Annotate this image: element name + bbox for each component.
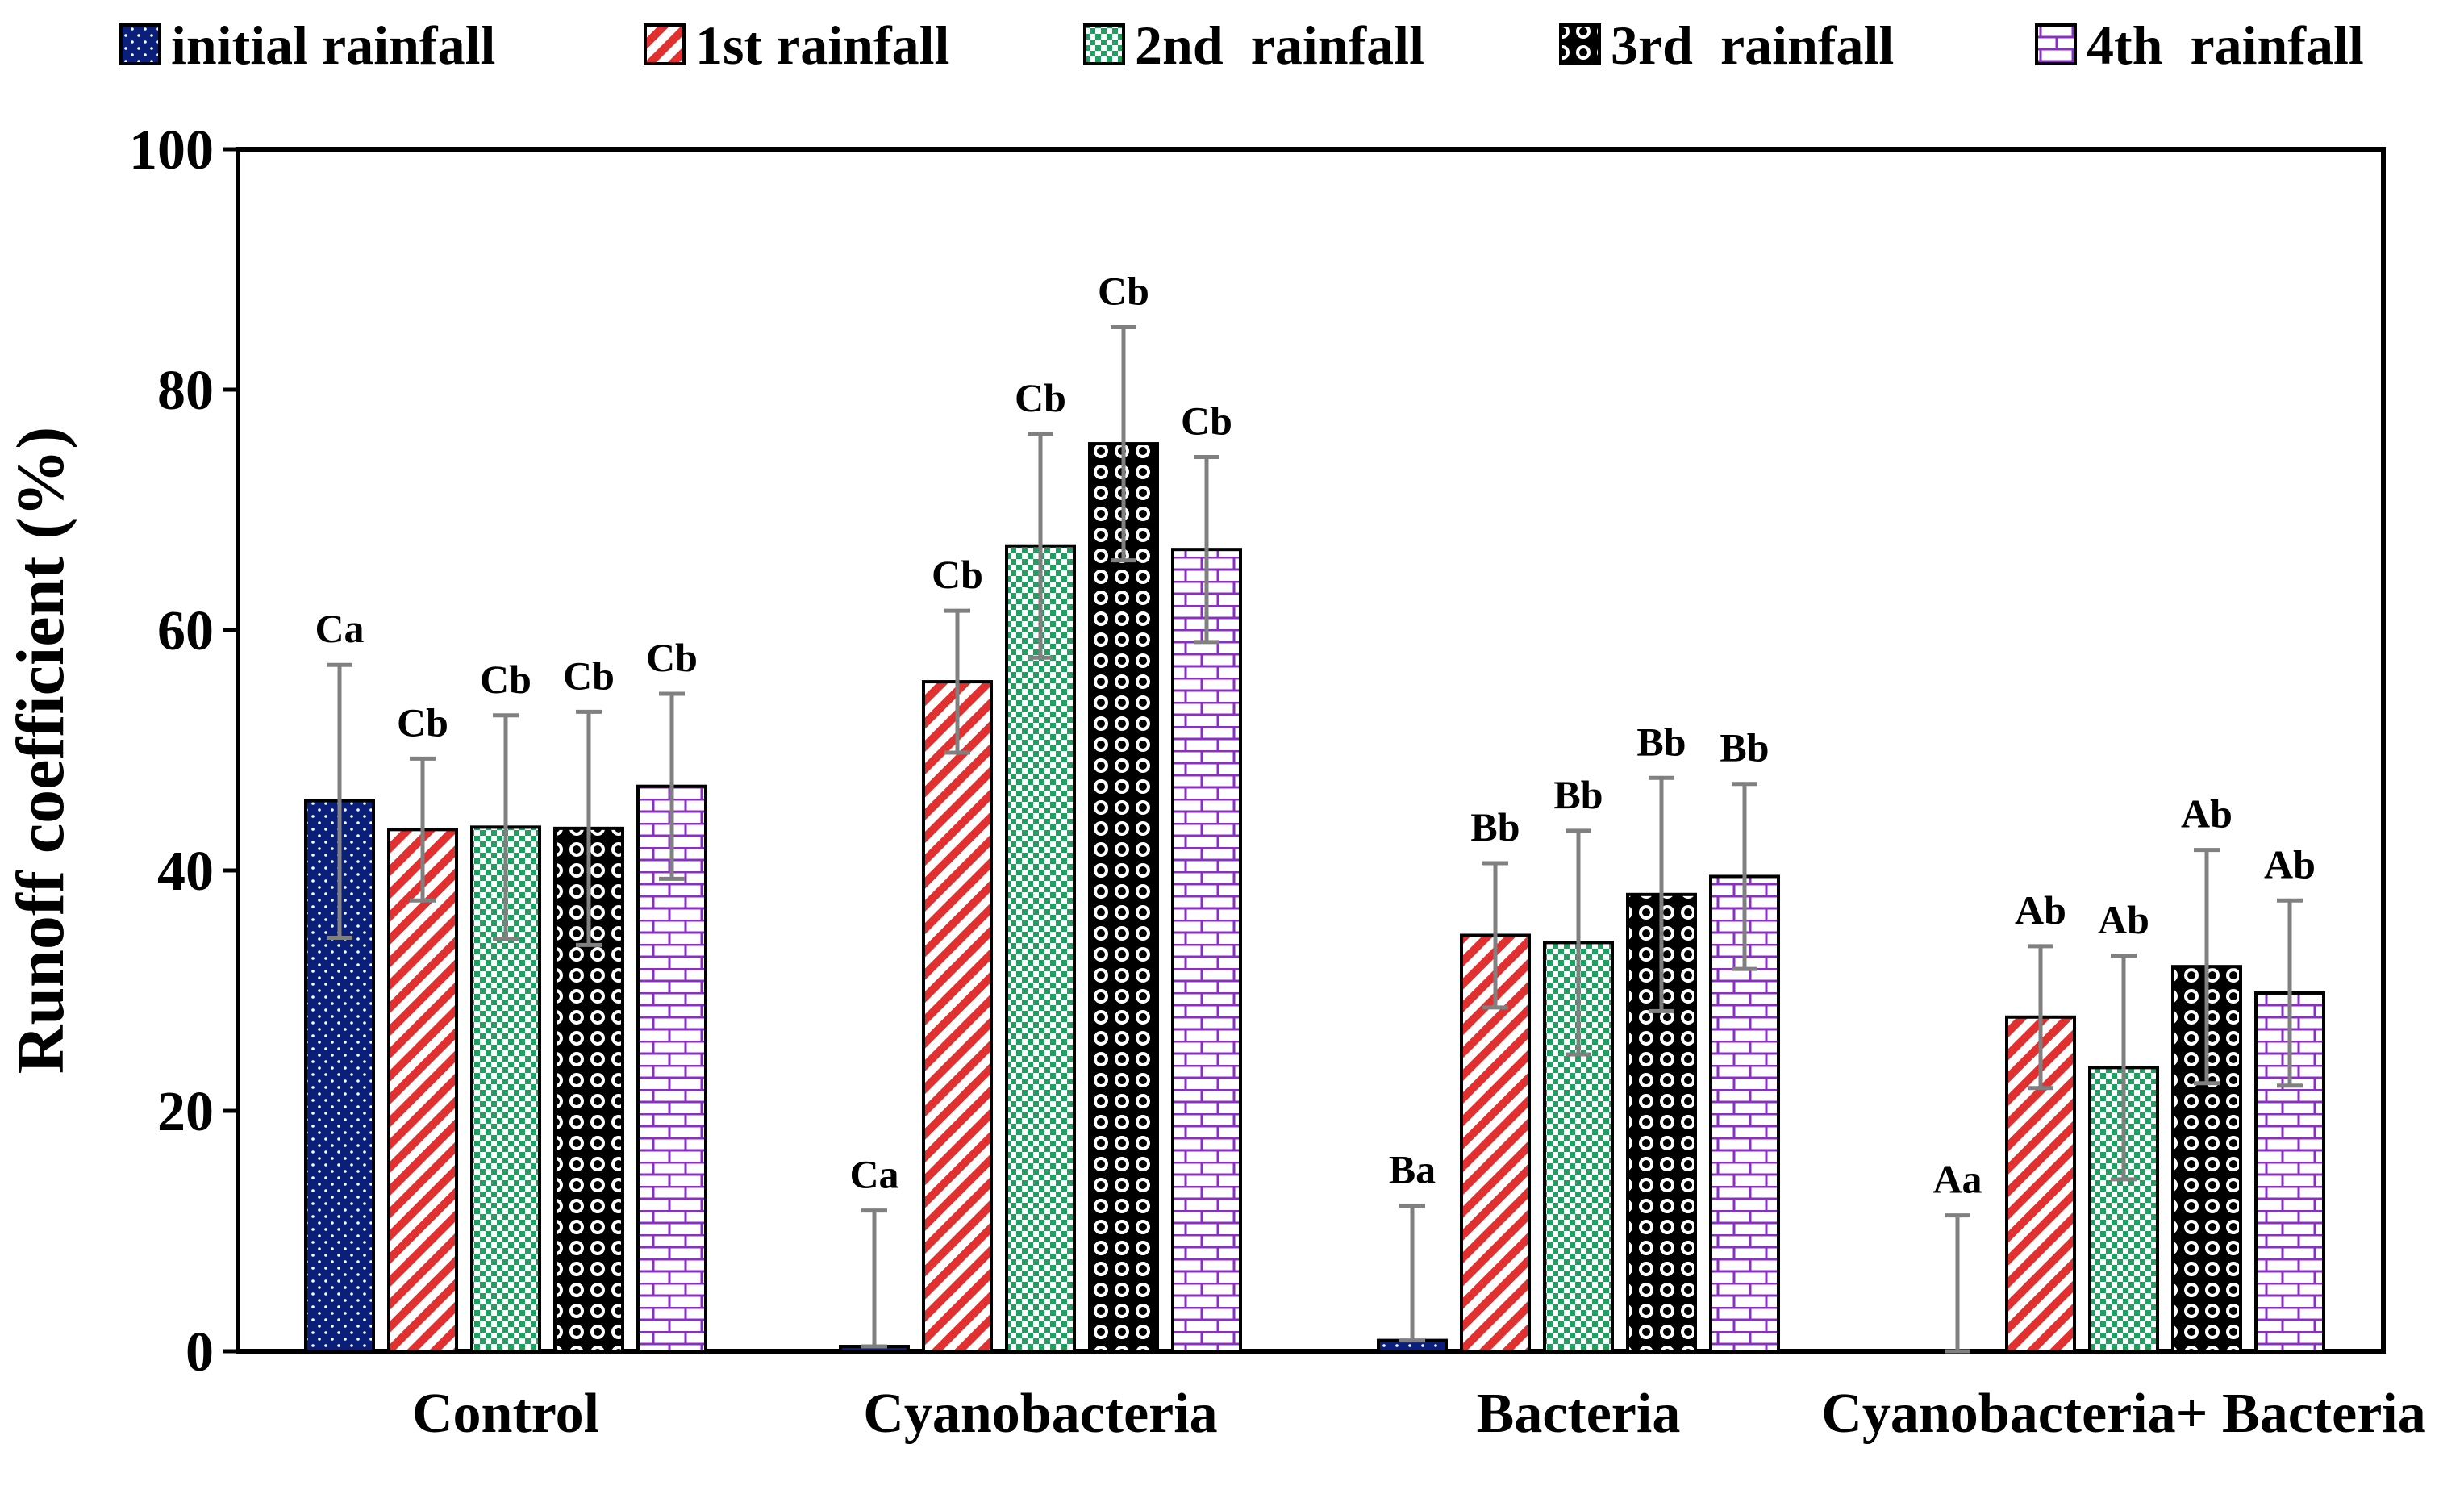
legend-swatch-2nd-rainfall [1083,23,1125,65]
axes: 0 20 40 60 80 100 [129,119,2386,1384]
x-category-label-bacteria: Bacteria [1477,1383,1681,1445]
legend-label-4th-rainfall: 4th rainfall [2087,15,2364,76]
significance-label: Aa [1932,1157,1982,1202]
significance-label: Cb [1181,398,1232,443]
x-category-label-cyanobacteria-bacteria: Cyanobacteria+ Bacteria [1821,1383,2425,1445]
legend-swatch-4th-rainfall [2035,23,2077,65]
significance-label: Ab [2098,897,2149,942]
y-tick-label: 40 [157,841,214,903]
significance-label: Bb [1470,804,1520,849]
y-tick-label: 60 [157,600,214,662]
y-tick-label: 20 [157,1081,214,1143]
significance-label: Ca [849,1152,898,1197]
significance-label: Ab [2015,887,2066,933]
legend-label-3rd-rainfall: 3rd rainfall [1611,15,1894,76]
y-tick-label: 0 [186,1321,214,1384]
significance-label: Ab [2181,791,2233,837]
significance-label: Bb [1720,725,1769,770]
plot-frame [236,147,2386,1354]
error-bars [327,325,2303,1354]
significance-label: Ab [2264,841,2316,887]
significance-label: Cb [480,657,532,702]
legend-swatch-initial-rainfall [119,23,161,65]
bar-1st-rainfall-control [387,828,458,1353]
bar-4th-rainfall-cyanobacteria [1171,548,1242,1353]
y-tick-label: 80 [157,360,214,422]
bar-3rd-rainfall-cyanobacteria [1088,442,1159,1353]
x-category-label-cyanobacteria: Cyanobacteria [863,1383,1217,1445]
significance-label: Cb [932,552,983,597]
significance-label: Cb [563,653,615,698]
x-category-label-control: Control [412,1383,599,1445]
significance-label: Cb [646,635,698,680]
significance-label: Ca [315,606,364,651]
y-axis-label: Runoff coefficient (%) [3,427,78,1074]
y-tick-label: 100 [129,119,214,182]
bar-2nd-rainfall-cyanobacteria [1005,544,1076,1353]
legend-swatch-3rd-rainfall [1559,23,1601,65]
legend-label-2nd-rainfall: 2nd rainfall [1135,15,1424,76]
legend: initial rainfall 1st rainfall 2nd rainfall… [119,15,2364,76]
legend-label-1st-rainfall: 1st rainfall [695,15,949,76]
significance-label: Bb [1636,719,1686,764]
significance-label: Bb [1553,772,1603,817]
significance-label: Cb [1015,375,1066,420]
axis-labels: Runoff coefficient (%) Control Cyanobacter… [3,427,2426,1445]
legend-swatch-1st-rainfall [644,23,686,65]
bar-1st-rainfall-cyanobacteria [922,680,993,1353]
significance-label: Cb [397,699,448,745]
significance-label: Cb [1098,269,1149,314]
legend-label-initial-rainfall: initial rainfall [171,15,495,76]
significance-labels: Ca Ca Ba Aa Cb Cb Bb Ab Cb Cb Bb Ab Cb Cb Bb Ab Cb Cb Bb Ab [315,269,2316,1202]
significance-label: Ba [1389,1147,1436,1192]
